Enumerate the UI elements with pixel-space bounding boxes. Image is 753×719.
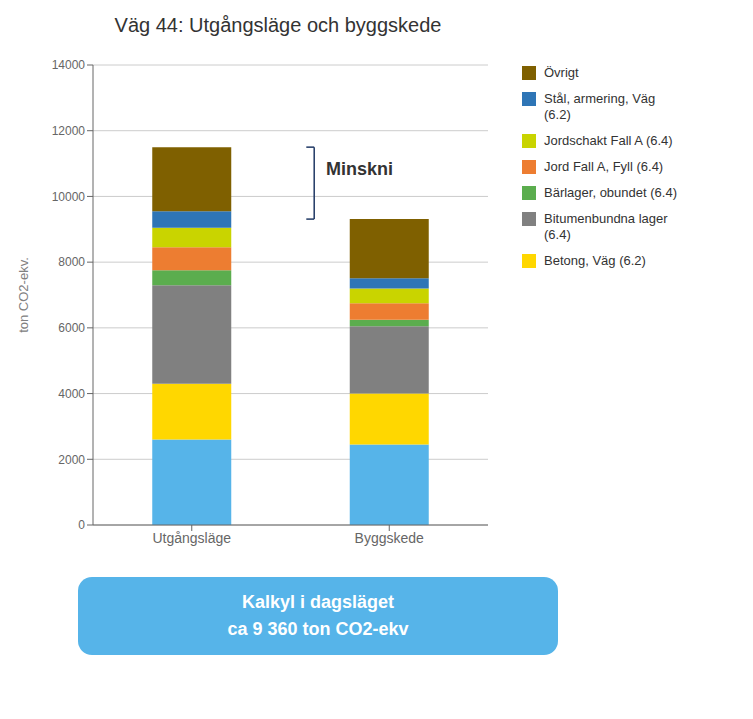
html-text:Jord Fall A, Fyll (6.4): Jord Fall A, Fyll (6.4) [544, 159, 664, 174]
html-text:Bitumenbundna lager (6.4): Bitumenbundna lager (6.4) [544, 211, 668, 242]
svg-text:2000: 2000 [58, 453, 85, 467]
svg-text:ton CO2-ekv.: ton CO2-ekv. [16, 257, 31, 333]
html-text:Bärlager, obundet (6.4): Bärlager, obundet (6.4) [544, 185, 677, 200]
svg-text:Byggskede: Byggskede [355, 530, 424, 546]
html-text:Jordschakt Fall A (6.4): Jordschakt Fall A (6.4) [544, 133, 673, 148]
svg-text:6000: 6000 [58, 321, 85, 335]
svg-text:8000: 8000 [58, 255, 85, 269]
svg-text:Minskni: Minskni [326, 159, 393, 179]
svg-text:10000: 10000 [52, 190, 86, 204]
svg-text:14000: 14000 [52, 58, 86, 72]
svg-text:0: 0 [78, 518, 85, 532]
html-text:Stål, armering, Väg (6.2): Stål, armering, Väg (6.2) [544, 91, 656, 122]
html-text:Betong, Väg (6.2): Betong, Väg (6.2) [544, 253, 646, 268]
svg-text:Utgångsläge: Utgångsläge [152, 530, 231, 546]
svg-text:12000: 12000 [52, 124, 86, 138]
html-text:Väg 44: Utgångsläge och byggsk: Väg 44: Utgångsläge och byggskede [114, 14, 442, 36]
html-text:Övrigt: Övrigt [544, 65, 579, 80]
html-text:Kalkyl i dagsläget ca 9 360 to: Kalkyl i dagsläget ca 9 360 ton CO2-ekv [227, 592, 409, 639]
svg-text:4000: 4000 [58, 387, 85, 401]
